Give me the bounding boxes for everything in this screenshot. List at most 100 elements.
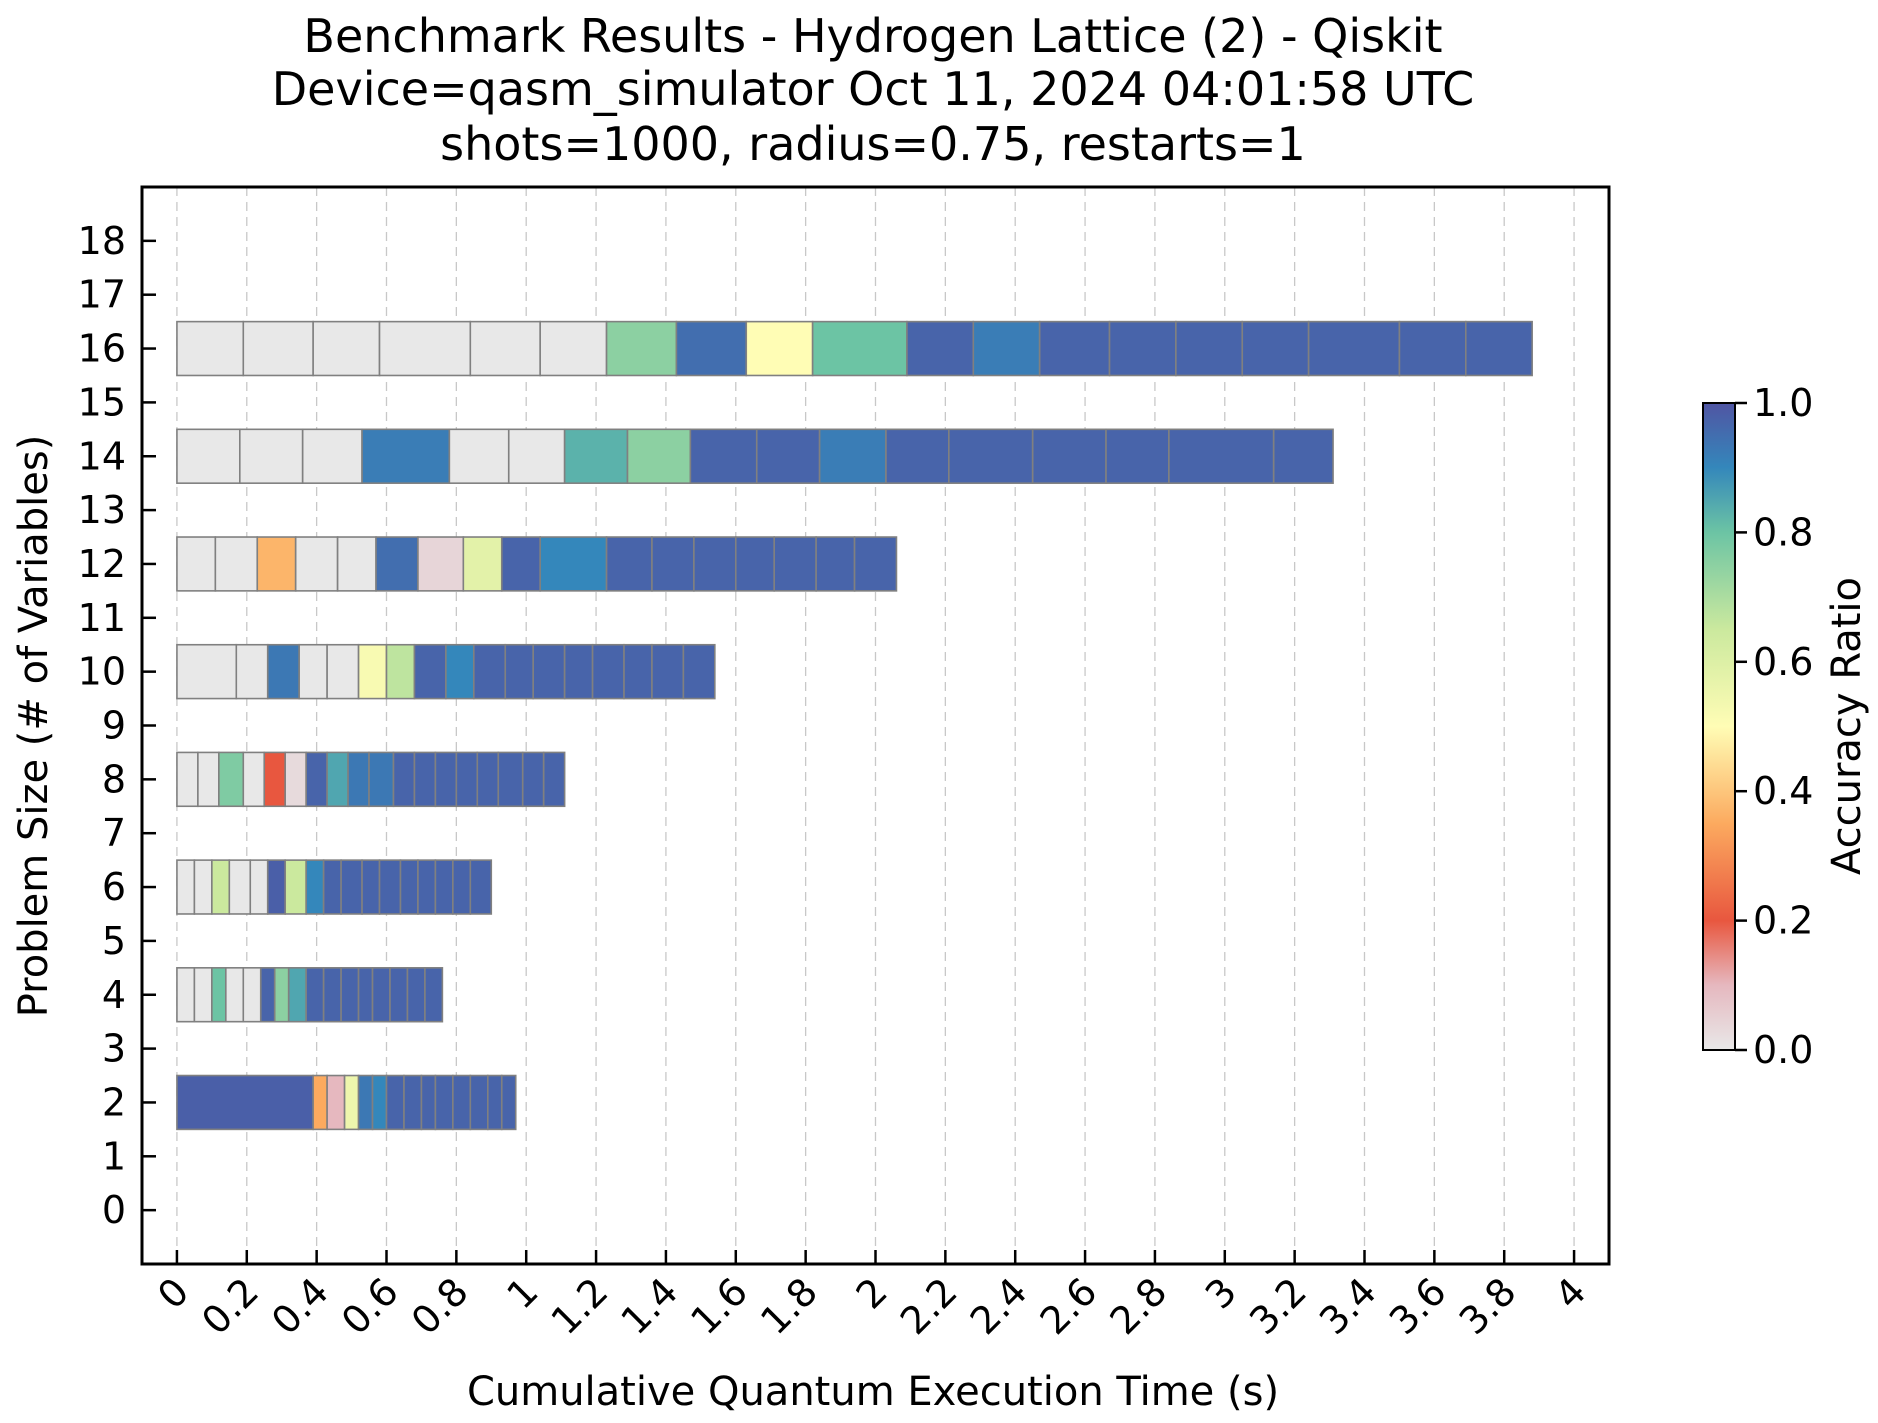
y-tick-label: 17 bbox=[78, 273, 126, 317]
heatmap-cell bbox=[326, 1074, 346, 1131]
heatmap-cell bbox=[218, 751, 245, 808]
y-tick-label: 9 bbox=[102, 704, 126, 748]
y-tick-label: 15 bbox=[78, 380, 126, 424]
heatmap-cell bbox=[266, 859, 287, 915]
heatmap-cell bbox=[176, 859, 196, 915]
heatmap-cell bbox=[734, 536, 776, 592]
heatmap-cell bbox=[242, 751, 266, 808]
x-tick-label: 0.8 bbox=[403, 1269, 477, 1343]
heatmap-cell bbox=[539, 536, 608, 592]
heatmap-cell bbox=[452, 1074, 472, 1131]
x-tick-label: 3.2 bbox=[1241, 1269, 1315, 1343]
heatmap-cell bbox=[378, 859, 402, 915]
heatmap-cell bbox=[256, 536, 297, 592]
heatmap-cell bbox=[469, 320, 541, 377]
heatmap-cell bbox=[242, 967, 262, 1023]
heatmap-cell bbox=[424, 967, 444, 1023]
x-tick-label: 1.2 bbox=[543, 1269, 617, 1343]
x-tick-label: 4 bbox=[1546, 1269, 1594, 1317]
heatmap-cell bbox=[682, 643, 716, 700]
heatmap-cell bbox=[473, 643, 507, 700]
heatmap-cell bbox=[1105, 428, 1170, 484]
x-tick-label: 2 bbox=[848, 1269, 896, 1317]
y-tick-label: 4 bbox=[102, 973, 126, 1017]
heatmap-cell bbox=[294, 536, 339, 592]
heatmap-cell bbox=[406, 967, 426, 1023]
y-tick-label: 1 bbox=[102, 1134, 126, 1178]
heatmap-cell bbox=[486, 1074, 503, 1131]
heatmap-cell bbox=[504, 643, 534, 700]
heatmap-cell bbox=[312, 320, 381, 377]
heatmap-cell bbox=[322, 859, 342, 915]
heatmap-cell bbox=[326, 643, 360, 700]
heatmap-cell bbox=[263, 751, 287, 808]
heatmap-cell bbox=[399, 859, 419, 915]
heatmap-cell bbox=[322, 967, 342, 1023]
data-cells bbox=[176, 320, 1533, 1131]
x-tick-label: 3.4 bbox=[1311, 1269, 1385, 1343]
heatmap-cell bbox=[249, 859, 269, 915]
colorbar-gradient bbox=[1702, 402, 1736, 1051]
y-tick-label: 8 bbox=[102, 757, 126, 801]
heatmap-cell bbox=[469, 1074, 489, 1131]
colorbar-tick-label: 0.6 bbox=[1753, 640, 1813, 684]
y-tick-label: 12 bbox=[78, 542, 126, 586]
heatmap-cell bbox=[385, 1074, 405, 1131]
heatmap-cell bbox=[445, 643, 475, 700]
heatmap-cell bbox=[885, 428, 950, 484]
x-tick-label: 2.4 bbox=[962, 1269, 1036, 1343]
heatmap-cell bbox=[413, 643, 447, 700]
heatmap-cell bbox=[434, 751, 458, 808]
y-tick-label: 0 bbox=[102, 1188, 126, 1232]
y-tick-label: 14 bbox=[78, 434, 126, 478]
heatmap-cell bbox=[266, 643, 300, 700]
heatmap-cell bbox=[357, 967, 374, 1023]
heatmap-cell bbox=[745, 320, 814, 377]
heatmap-cell bbox=[301, 428, 363, 484]
heatmap-cell bbox=[455, 751, 479, 808]
heatmap-cell bbox=[1398, 320, 1467, 377]
heatmap-cell bbox=[693, 536, 737, 592]
y-tick-label: 2 bbox=[102, 1080, 126, 1124]
x-tick-label: 0.2 bbox=[193, 1269, 267, 1343]
x-tick-label: 0 bbox=[149, 1269, 197, 1317]
y-tick-label: 11 bbox=[78, 596, 126, 640]
heatmap-cell bbox=[755, 428, 821, 484]
colorbar-tick-label: 0.2 bbox=[1753, 899, 1813, 943]
heatmap-cell bbox=[284, 751, 307, 808]
heatmap-cell bbox=[413, 751, 437, 808]
heatmap-cell bbox=[675, 320, 748, 377]
heatmap-cell bbox=[305, 751, 328, 808]
heatmap-cell bbox=[651, 643, 685, 700]
y-axis-label: Problem Size (# of Variables) bbox=[11, 435, 57, 1018]
heatmap-cell bbox=[563, 428, 629, 484]
heatmap-cell bbox=[773, 536, 817, 592]
y-tick-label: 6 bbox=[102, 865, 126, 909]
y-tick-label: 7 bbox=[102, 811, 126, 855]
heatmap-cell bbox=[371, 967, 391, 1023]
heatmap-cell bbox=[1168, 428, 1275, 484]
heatmap-cell bbox=[259, 967, 276, 1023]
heatmap-cell bbox=[906, 320, 975, 377]
title-line-1: Benchmark Results - Hydrogen Lattice (2)… bbox=[303, 9, 1442, 63]
heatmap-cell bbox=[1307, 320, 1401, 377]
x-tick-label: 3.6 bbox=[1381, 1269, 1455, 1343]
heatmap-cell bbox=[1464, 320, 1533, 377]
heatmap-cell bbox=[815, 536, 856, 592]
heatmap-cell bbox=[305, 859, 325, 915]
heatmap-cell bbox=[176, 643, 238, 700]
y-tick-label: 13 bbox=[78, 488, 126, 532]
heatmap-cell bbox=[434, 859, 454, 915]
x-tick-label: 2.6 bbox=[1032, 1269, 1106, 1343]
heatmap-cell bbox=[368, 751, 395, 808]
colorbar-tick-label: 0.4 bbox=[1753, 769, 1813, 813]
heatmap-cell bbox=[340, 859, 363, 915]
heatmap-cell bbox=[176, 536, 217, 592]
heatmap-cell bbox=[273, 967, 290, 1023]
heatmap-cell bbox=[1108, 320, 1177, 377]
x-tick-label: 2.2 bbox=[892, 1269, 966, 1343]
chart-title: Benchmark Results - Hydrogen Lattice (2)… bbox=[272, 9, 1474, 171]
x-tick-label: 1.4 bbox=[612, 1269, 686, 1343]
